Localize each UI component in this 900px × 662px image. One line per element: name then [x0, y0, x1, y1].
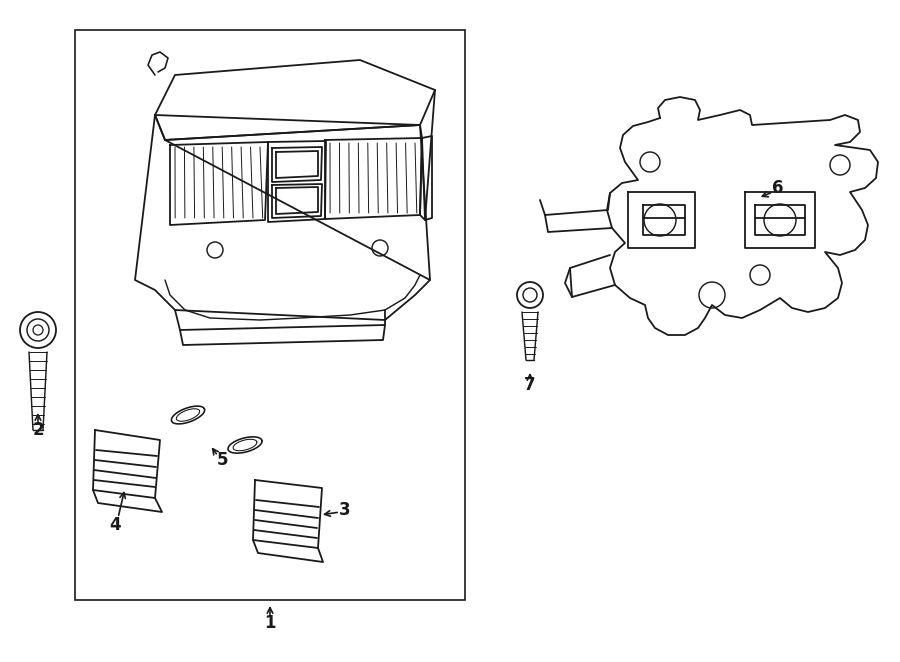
Text: 7: 7 [524, 376, 536, 394]
Text: 3: 3 [339, 501, 351, 519]
Text: 2: 2 [32, 421, 44, 439]
Bar [75, 30, 465, 600]
Text: 5: 5 [216, 451, 228, 469]
Text: 6: 6 [772, 179, 784, 197]
Text: 1: 1 [265, 614, 275, 632]
Text: 4: 4 [109, 516, 121, 534]
